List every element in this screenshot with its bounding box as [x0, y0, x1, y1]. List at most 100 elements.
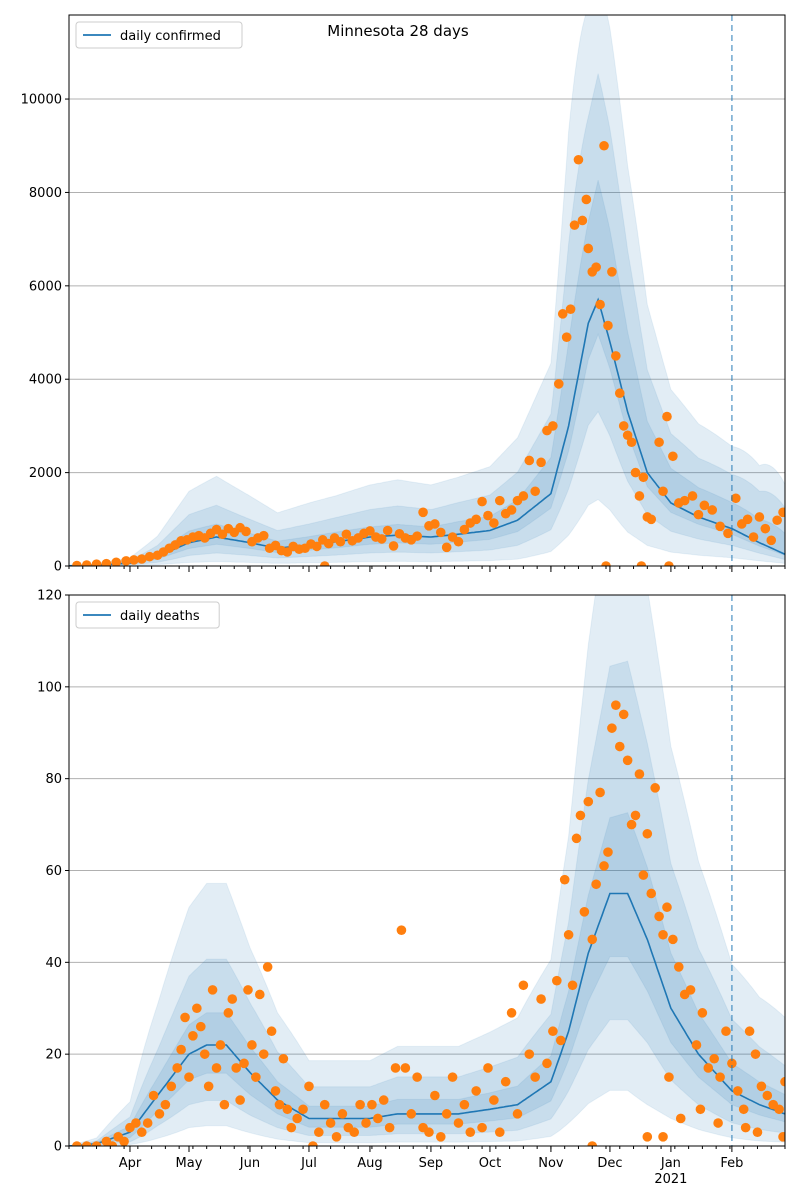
data-point — [341, 529, 352, 540]
data-point — [500, 1076, 511, 1087]
data-point — [607, 723, 617, 733]
data-point — [579, 907, 590, 917]
data-point — [685, 985, 696, 995]
data-point — [412, 1072, 422, 1082]
y-tick-label: 100 — [37, 680, 62, 695]
y-tick-label: 8000 — [29, 186, 62, 201]
data-point — [465, 1127, 476, 1138]
data-point — [679, 495, 690, 506]
x-tick-label: Feb — [720, 1156, 743, 1171]
data-point — [715, 1072, 725, 1082]
data-point — [319, 1099, 330, 1110]
data-point — [424, 1127, 434, 1138]
data-point — [614, 388, 625, 399]
data-point — [459, 1099, 470, 1110]
x-tick-label: Jun — [239, 1156, 260, 1171]
data-point — [101, 558, 112, 566]
data-point — [131, 1118, 141, 1128]
data-point — [563, 929, 574, 940]
data-point — [274, 1099, 285, 1110]
data-point — [559, 874, 570, 885]
data-point — [742, 514, 753, 525]
data-point — [72, 560, 82, 566]
data-point — [571, 833, 582, 844]
legend: daily confirmed — [75, 21, 243, 49]
y-tick-label: 10000 — [21, 93, 62, 108]
data-point — [270, 1086, 281, 1096]
data-point — [176, 1044, 186, 1055]
data-point — [136, 554, 147, 564]
band-p00-p99 — [69, 595, 785, 1146]
data-point — [575, 810, 586, 821]
data-point — [573, 154, 584, 165]
data-point — [453, 1118, 464, 1128]
data-point — [337, 1109, 348, 1119]
x-tick-label: Jul — [300, 1156, 317, 1171]
data-point — [650, 783, 660, 793]
data-point — [662, 902, 672, 913]
band-p00-p99 — [69, 15, 785, 566]
data-point — [587, 1141, 598, 1146]
y-tick-label: 0 — [54, 1140, 62, 1155]
data-point — [638, 870, 649, 880]
x-tick-label: May — [176, 1156, 203, 1171]
data-point — [107, 1141, 118, 1146]
data-point — [622, 755, 633, 766]
data-point — [518, 980, 529, 991]
y-tick-label: 0 — [54, 560, 62, 575]
data-point — [314, 1127, 324, 1138]
data-point — [778, 507, 785, 518]
data-point — [235, 1095, 245, 1105]
data-point — [555, 1035, 566, 1046]
data-point — [738, 1104, 749, 1115]
data-point — [435, 1132, 446, 1142]
data-point — [192, 1003, 202, 1014]
data-point — [148, 1090, 159, 1101]
data-point — [618, 709, 629, 720]
data-point — [312, 541, 322, 552]
data-point — [646, 888, 657, 899]
data-point — [251, 1072, 261, 1082]
data-point — [355, 1099, 365, 1110]
data-point — [390, 1063, 401, 1073]
data-point — [614, 741, 625, 752]
data-point — [286, 1122, 297, 1133]
band-p05-p95 — [69, 73, 785, 566]
data-point — [731, 493, 741, 504]
data-point — [664, 1072, 674, 1082]
data-point — [744, 1026, 755, 1037]
data-point — [695, 1104, 706, 1115]
data-point — [255, 989, 265, 1000]
data-point — [489, 518, 499, 528]
data-point — [121, 556, 131, 566]
data-point — [748, 532, 759, 542]
data-point — [599, 140, 609, 151]
data-point — [552, 975, 562, 986]
data-point — [693, 509, 704, 520]
data-point — [298, 1104, 308, 1115]
data-point — [723, 528, 733, 539]
data-point — [384, 1122, 395, 1133]
data-point — [266, 1026, 277, 1037]
data-point — [642, 828, 653, 839]
data-point — [780, 1076, 785, 1087]
data-point — [536, 457, 546, 468]
data-point — [699, 500, 710, 511]
data-point — [709, 1053, 719, 1064]
data-point — [400, 1063, 411, 1073]
data-point — [760, 523, 771, 534]
data-point — [349, 1127, 360, 1138]
data-point — [396, 925, 407, 935]
y-tick-label: 4000 — [29, 373, 62, 388]
data-point — [581, 194, 592, 205]
data-point — [144, 551, 155, 562]
legend-label: daily confirmed — [120, 29, 221, 44]
chart-title: Minnesota 28 days — [327, 22, 469, 40]
data-point — [591, 262, 601, 272]
data-point — [376, 534, 387, 544]
data-point — [727, 1058, 737, 1069]
data-point — [583, 796, 594, 807]
data-point — [441, 542, 452, 553]
data-point — [664, 561, 674, 566]
data-point — [406, 1109, 417, 1119]
